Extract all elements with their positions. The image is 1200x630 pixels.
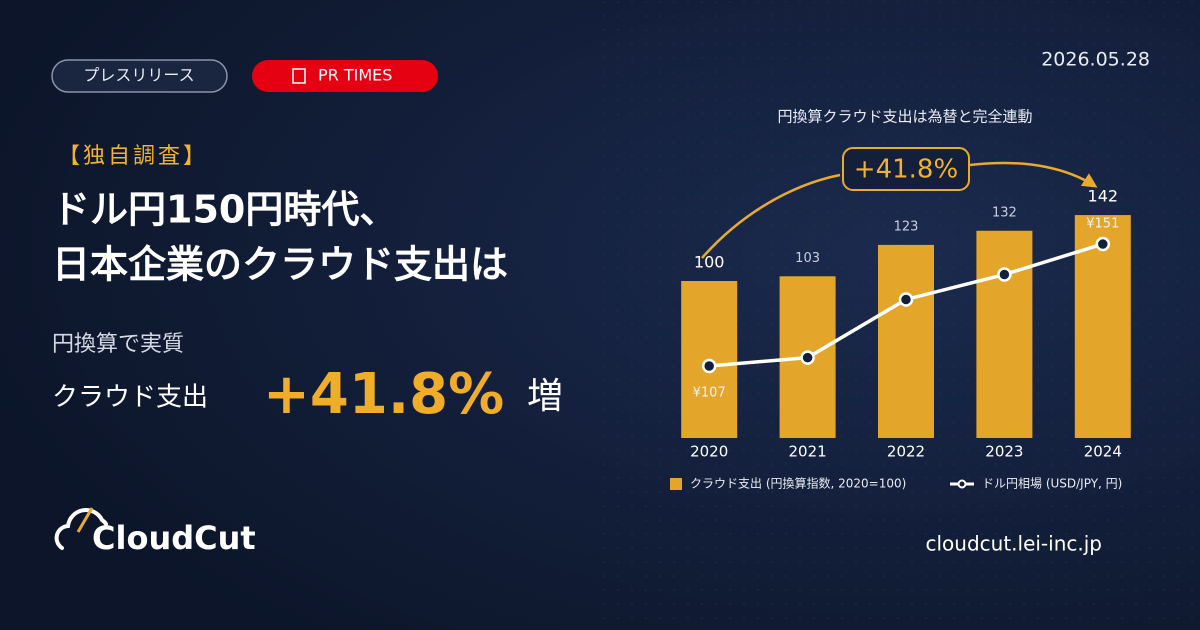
annotation: +41.8%: [854, 155, 958, 185]
source: PR TIMES: [318, 66, 392, 85]
legend-swatch: [957, 479, 967, 489]
line-value-label: ¥151: [1086, 217, 1119, 232]
x-tick-label: 2022: [887, 443, 925, 461]
legend-swatch: [670, 478, 682, 490]
brand: CloudCut: [92, 519, 256, 557]
annotation-arrow: [701, 173, 841, 259]
logo-cut: [76, 507, 94, 533]
x-tick-label: 2023: [985, 443, 1023, 461]
line-point: [1095, 236, 1111, 252]
source-pill: [252, 60, 438, 92]
highlight-figure: +41.8%: [263, 362, 504, 427]
date: 2026.05.28: [1041, 49, 1150, 71]
x-tick-label: 2020: [690, 443, 728, 461]
bar-value-label: 142: [1088, 187, 1119, 206]
bar-value-label: 103: [795, 251, 820, 266]
line-point: [997, 267, 1012, 282]
highlight-suffix: 増: [527, 376, 563, 417]
logo-cloud: [54, 508, 108, 550]
line-point: [898, 292, 914, 307]
legend-label: クラウド支出 (円換算指数, 2020=100): [690, 476, 906, 491]
source-icon: [292, 68, 306, 84]
bar-value-label: 100: [694, 253, 725, 272]
headline-line: 日本企業のクラウド支出は: [52, 243, 508, 287]
highlight-lead: 円換算で実質: [52, 332, 184, 357]
bar-value-label: 132: [992, 205, 1017, 220]
x-tick-label: 2024: [1084, 443, 1122, 461]
line-point: [701, 358, 717, 374]
plot: 100 103 123 132 142 ¥107 ¥151 2020 2021 2022 2023 2…: [670, 187, 1131, 491]
x-tick-label: 2021: [789, 443, 827, 461]
bar: [878, 244, 934, 438]
chart-title: 円換算クラウド支出は為替と完全連動: [777, 108, 1032, 126]
tag: プレスリリース: [83, 66, 194, 85]
annotation-arrow: [969, 161, 1098, 188]
bar-value-label: 123: [894, 219, 919, 234]
annotation-box: [842, 147, 970, 191]
highlight-subject: クラウド支出: [52, 383, 208, 413]
bar: [1074, 215, 1131, 438]
line-point: [800, 350, 815, 365]
legend-label: ドル円相場 (USD/JPY, 円): [982, 477, 1122, 491]
headline-line: ドル円150円時代、: [52, 188, 397, 232]
line-value-label: ¥107: [693, 385, 726, 400]
url: cloudcut.lei-inc.jp: [925, 532, 1102, 556]
bar: [976, 230, 1033, 438]
kicker: 【独自調査】: [58, 144, 208, 169]
tag-pill: [51, 59, 228, 93]
